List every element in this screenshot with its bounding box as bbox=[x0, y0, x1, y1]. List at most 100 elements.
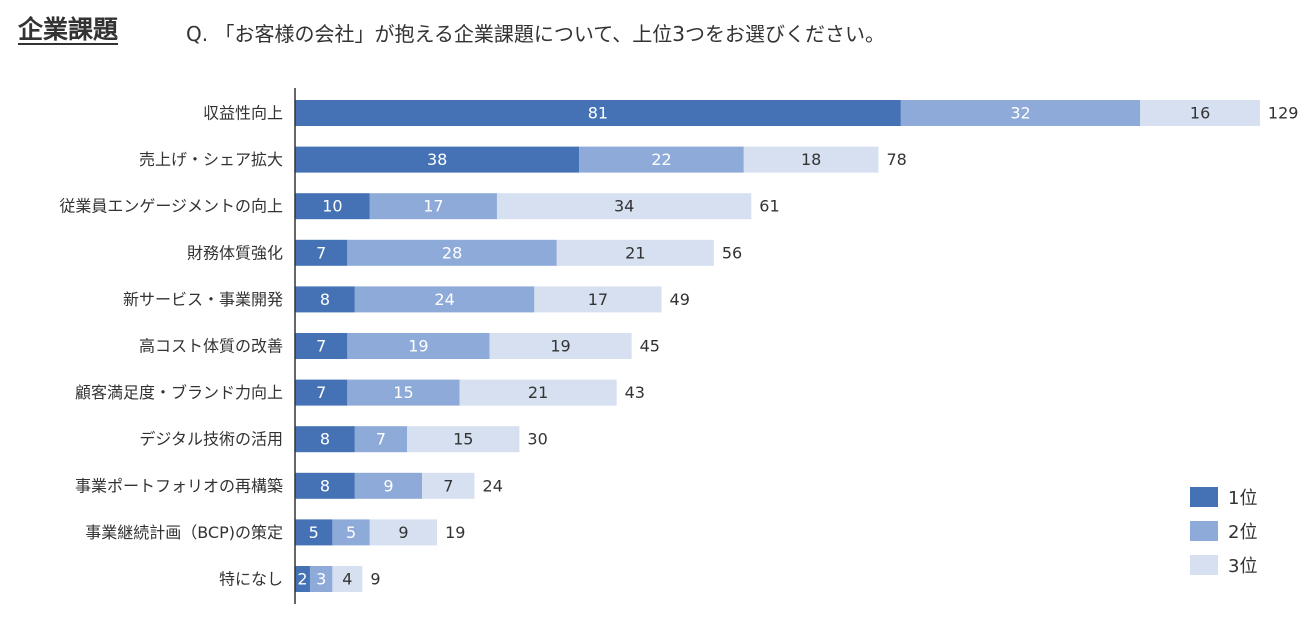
data-label-rank1: 7 bbox=[316, 337, 326, 356]
legend-item-rank2: 2位 bbox=[1190, 514, 1257, 548]
total-label: 19 bbox=[445, 523, 465, 542]
bar-segment-rank3 bbox=[743, 146, 879, 173]
category-label: 財務体質強化 bbox=[187, 243, 283, 262]
data-label-rank2: 5 bbox=[346, 523, 356, 542]
data-label-rank3: 18 bbox=[801, 150, 821, 169]
data-label-rank3: 16 bbox=[1190, 104, 1210, 123]
data-label-rank2: 3 bbox=[316, 570, 326, 589]
bar-segment-rank2 bbox=[354, 286, 535, 313]
total-label: 129 bbox=[1268, 104, 1299, 123]
data-label-rank2: 28 bbox=[442, 243, 462, 262]
legend-swatch-rank2 bbox=[1190, 521, 1218, 541]
bar-segment-rank2 bbox=[354, 426, 408, 453]
bar-segment-rank3 bbox=[459, 379, 617, 406]
bar-segment-rank3 bbox=[332, 566, 363, 592]
data-label-rank3: 21 bbox=[625, 243, 645, 262]
data-label-rank2: 15 bbox=[393, 383, 413, 402]
data-label-rank1: 10 bbox=[322, 197, 342, 216]
chart-legend: 1位 2位 3位 bbox=[1190, 480, 1257, 582]
total-label: 45 bbox=[640, 337, 660, 356]
data-label-rank1: 8 bbox=[320, 290, 330, 309]
data-label-rank3: 34 bbox=[614, 197, 634, 216]
category-label: 従業員エンゲージメントの向上 bbox=[59, 197, 283, 216]
category-label: 売上げ・シェア拡大 bbox=[139, 150, 283, 169]
total-label: 56 bbox=[722, 243, 742, 262]
bar-segment-rank1 bbox=[295, 333, 348, 359]
data-label-rank2: 9 bbox=[383, 476, 393, 495]
bar-segment-rank2 bbox=[347, 333, 490, 359]
legend-item-rank1: 1位 bbox=[1190, 480, 1257, 514]
data-label-rank3: 15 bbox=[453, 430, 473, 449]
data-label-rank2: 19 bbox=[408, 337, 428, 356]
bar-segment-rank3 bbox=[407, 426, 520, 453]
total-label: 49 bbox=[670, 290, 690, 309]
data-label-rank2: 22 bbox=[651, 150, 671, 169]
bar-segment-rank1 bbox=[295, 239, 348, 266]
category-label: 新サービス・事業開発 bbox=[123, 290, 283, 309]
bar-segment-rank2 bbox=[309, 566, 333, 592]
legend-label-rank2: 2位 bbox=[1228, 522, 1258, 543]
bar-segment-rank1 bbox=[295, 193, 370, 220]
data-label-rank1: 8 bbox=[320, 430, 330, 449]
total-label: 43 bbox=[625, 383, 645, 402]
data-label-rank2: 7 bbox=[376, 430, 386, 449]
data-label-rank3: 4 bbox=[342, 570, 352, 589]
bar-segment-rank3 bbox=[1140, 100, 1260, 126]
data-label-rank2: 24 bbox=[434, 290, 454, 309]
bar-segment-rank2 bbox=[369, 193, 497, 220]
bar-segment-rank1 bbox=[295, 566, 310, 592]
category-label: 収益性向上 bbox=[203, 104, 283, 123]
bar-segment-rank3 bbox=[369, 519, 438, 546]
total-label: 61 bbox=[759, 197, 779, 216]
category-label: 事業継続計画（BCP)の策定 bbox=[85, 523, 283, 542]
data-label-rank2: 32 bbox=[1010, 104, 1030, 123]
total-label: 30 bbox=[527, 430, 547, 449]
data-label-rank2: 17 bbox=[423, 197, 443, 216]
category-label: 事業ポートフォリオの再構築 bbox=[75, 476, 283, 495]
bar-segment-rank2 bbox=[332, 519, 370, 546]
bar-segment-rank1 bbox=[295, 146, 580, 173]
bar-segment-rank1 bbox=[295, 379, 348, 406]
bar-segment-rank3 bbox=[556, 239, 714, 266]
data-label-rank1: 81 bbox=[588, 104, 608, 123]
data-label-rank3: 21 bbox=[528, 383, 548, 402]
category-label: 特になし bbox=[219, 570, 283, 589]
bar-segment-rank2 bbox=[354, 472, 423, 499]
bar-segment-rank1 bbox=[295, 100, 901, 126]
page-title: 企業課題 bbox=[18, 15, 119, 44]
data-label-rank1: 2 bbox=[297, 570, 307, 589]
data-label-rank1: 8 bbox=[320, 476, 330, 495]
total-label: 78 bbox=[886, 150, 906, 169]
legend-swatch-rank1 bbox=[1190, 487, 1218, 507]
bar-segment-rank2 bbox=[347, 379, 460, 406]
category-label: デジタル技術の活用 bbox=[139, 430, 283, 449]
legend-swatch-rank3 bbox=[1190, 555, 1218, 575]
bar-segment-rank3 bbox=[534, 286, 662, 313]
bar-segment-rank1 bbox=[295, 286, 355, 313]
legend-label-rank1: 1位 bbox=[1228, 488, 1258, 509]
data-label-rank1: 5 bbox=[309, 523, 319, 542]
legend-item-rank3: 3位 bbox=[1190, 548, 1257, 582]
bar-segment-rank1 bbox=[295, 519, 333, 546]
data-label-rank1: 7 bbox=[316, 383, 326, 402]
question-text: Q. 「お客様の会社」が抱える企業課題について、上位3つをお選びください。 bbox=[186, 22, 885, 46]
bar-segment-rank1 bbox=[295, 472, 355, 499]
data-label-rank3: 17 bbox=[588, 290, 608, 309]
data-label-rank3: 9 bbox=[398, 523, 408, 542]
category-label: 顧客満足度・ブランド力向上 bbox=[75, 383, 283, 402]
data-label-rank3: 7 bbox=[443, 476, 453, 495]
data-label-rank1: 38 bbox=[427, 150, 447, 169]
category-label: 高コスト体質の改善 bbox=[139, 337, 283, 356]
bar-segment-rank2 bbox=[900, 100, 1141, 126]
legend-label-rank3: 3位 bbox=[1228, 556, 1258, 577]
bar-segment-rank3 bbox=[489, 333, 632, 359]
bar-segment-rank1 bbox=[295, 426, 355, 453]
data-label-rank3: 19 bbox=[550, 337, 570, 356]
bar-segment-rank3 bbox=[422, 472, 475, 499]
total-label: 9 bbox=[370, 570, 380, 589]
bar-segment-rank2 bbox=[347, 239, 557, 266]
data-label-rank1: 7 bbox=[316, 243, 326, 262]
bar-segment-rank2 bbox=[579, 146, 744, 173]
total-label: 24 bbox=[483, 476, 503, 495]
